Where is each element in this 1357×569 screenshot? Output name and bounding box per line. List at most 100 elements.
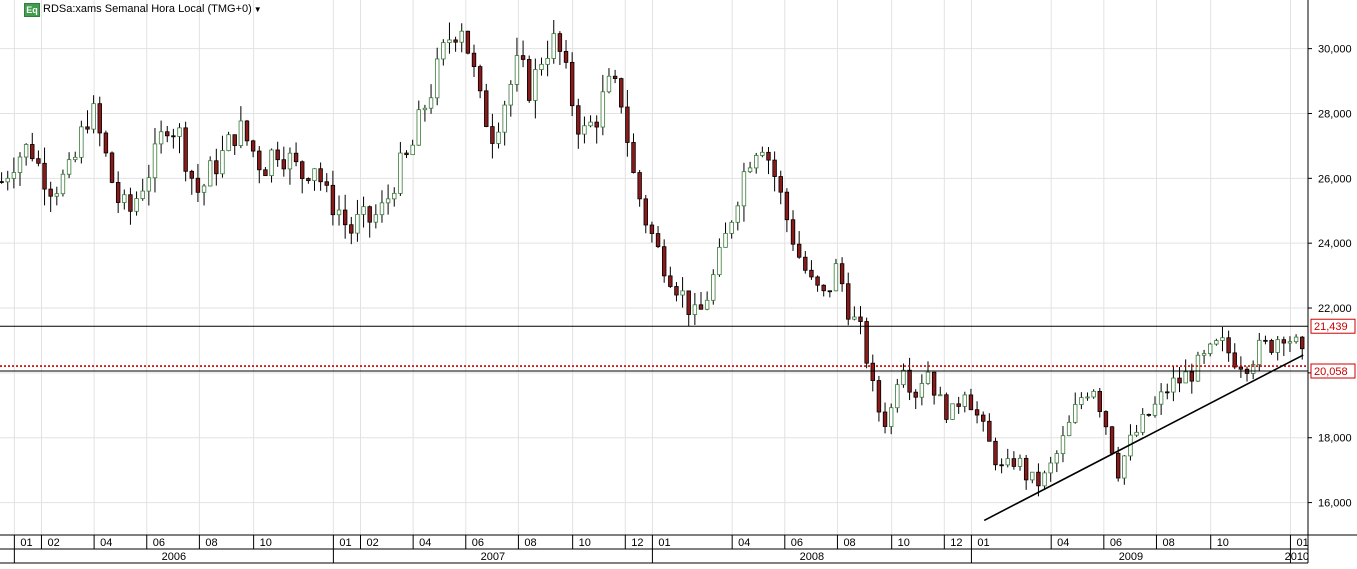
price-label-box — [1310, 363, 1356, 379]
candle-down — [0, 181, 4, 183]
candle-down — [858, 316, 863, 322]
y-tick-label: 26,000 — [1318, 173, 1352, 185]
candle-up — [447, 39, 452, 44]
candle-up — [514, 55, 520, 85]
chart-title-text[interactable]: RDSa:xams Semanal Hora Local (TMG+0) — [43, 3, 252, 15]
candle-down — [42, 162, 47, 190]
candle-down — [1011, 458, 1017, 467]
candle-up — [201, 185, 207, 193]
candle-down — [698, 304, 704, 310]
candle-up — [1030, 471, 1035, 481]
candle-up — [312, 168, 317, 182]
candle-down — [324, 181, 329, 186]
month-label: 01 — [977, 537, 989, 549]
candle-up — [1091, 390, 1096, 398]
candle-up — [140, 190, 145, 199]
month-label: 08 — [524, 537, 536, 549]
candle-up — [704, 299, 710, 310]
y-tick-label: 24,000 — [1318, 238, 1352, 250]
year-label: 2007 — [481, 551, 505, 563]
candle-up — [1134, 431, 1139, 436]
chart-title[interactable]: RDSa:xams Semanal Hora Local (TMG+0) ▼ — [43, 3, 262, 15]
candle-down — [993, 440, 998, 466]
candle-down — [637, 172, 642, 200]
year-label: 2006 — [162, 551, 186, 563]
candle-down — [330, 184, 336, 216]
year-label: 2010 — [1285, 551, 1309, 563]
candle-down — [827, 290, 833, 293]
candle-up — [1208, 343, 1213, 354]
candle-down — [165, 131, 170, 137]
candle-down — [1232, 352, 1237, 368]
candle-up — [152, 143, 158, 179]
candle-down — [661, 246, 667, 277]
price-label: 21,439 — [1314, 321, 1348, 333]
candle-up — [220, 150, 225, 175]
month-label: 01 — [658, 537, 670, 549]
candle-up — [741, 171, 747, 207]
candle-down — [968, 394, 974, 411]
candle-down — [1226, 337, 1231, 354]
candle-up — [23, 144, 29, 158]
candle-down — [244, 120, 250, 142]
candle-down — [643, 198, 648, 226]
candle-up — [545, 58, 550, 65]
candle-down — [790, 219, 796, 245]
candle-up — [355, 214, 360, 234]
candle-up — [1054, 453, 1060, 464]
month-label: 04 — [1057, 537, 1069, 549]
candle-down — [1103, 411, 1109, 428]
candle-down — [30, 144, 35, 160]
candle-up — [122, 194, 127, 203]
candle-up — [606, 75, 612, 93]
candle-up — [919, 383, 925, 398]
candle-up — [54, 193, 60, 197]
candle-up — [723, 233, 728, 248]
candle-up — [1293, 336, 1299, 343]
y-tick-label: 28,000 — [1318, 108, 1352, 120]
candle-up — [66, 159, 72, 175]
candle-up — [1048, 462, 1053, 474]
candle-down — [465, 30, 471, 54]
candle-up — [1060, 435, 1066, 454]
candle-up — [1214, 340, 1219, 345]
candle-down — [876, 380, 882, 413]
candle-up — [833, 263, 839, 292]
year-label: 2009 — [1119, 551, 1143, 563]
caret-down-icon[interactable]: ▼ — [253, 5, 262, 14]
candle-down — [36, 158, 41, 164]
candle-up — [925, 371, 931, 384]
candle-down — [569, 61, 575, 107]
candle-down — [999, 464, 1004, 467]
month-label: 10 — [260, 537, 272, 549]
month-label: 01 — [20, 537, 32, 549]
candle-up — [888, 407, 894, 427]
candle-down — [115, 182, 121, 203]
candle-down — [809, 269, 814, 278]
candle-up — [1257, 339, 1262, 365]
candle-up — [1220, 337, 1225, 341]
candle-up — [207, 160, 213, 187]
candle-up — [962, 394, 968, 407]
candle-down — [48, 188, 53, 197]
candle-up — [1005, 458, 1010, 466]
candle-down — [772, 159, 777, 177]
candle-up — [336, 209, 342, 216]
candle-down — [913, 391, 918, 398]
candle-down — [870, 362, 875, 381]
candle-down — [796, 243, 802, 258]
candle-down — [619, 78, 624, 108]
candle-down — [490, 126, 495, 144]
candle-down — [1146, 413, 1152, 416]
y-axis-panel — [1308, 0, 1357, 535]
candle-up — [146, 177, 152, 192]
candle-down — [784, 191, 790, 221]
candle-down — [404, 152, 409, 156]
candle-up — [496, 131, 501, 144]
candle-down — [1097, 390, 1102, 412]
month-label: 06 — [1110, 537, 1122, 549]
candle-up — [533, 69, 538, 101]
